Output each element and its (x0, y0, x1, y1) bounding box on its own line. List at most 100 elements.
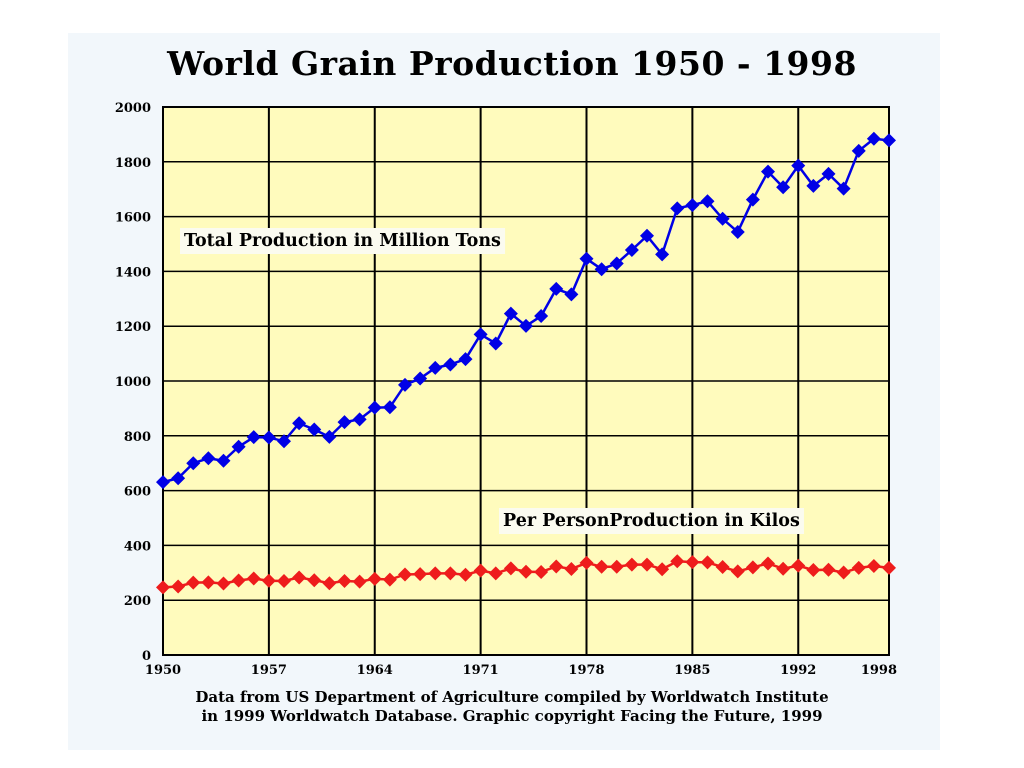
series-labels: Total Production in Million Tons Per Pers… (180, 228, 804, 534)
series-label-text: Per PersonProduction in Kilos (503, 511, 800, 531)
footnote: Data from US Department of Agriculture c… (0, 688, 1024, 726)
y-tick-label: 1400 (115, 265, 151, 280)
data-point (866, 558, 881, 573)
footnote-line-1: Data from US Department of Agriculture c… (195, 688, 829, 706)
data-point (216, 453, 231, 468)
data-point (821, 562, 836, 577)
y-axis-ticks: 0 200 400 600 800 1000 1200 1400 1600 1800 2000 (115, 101, 151, 664)
data-point (458, 352, 473, 367)
data-point (730, 564, 745, 579)
data-point (292, 416, 307, 431)
data-point (534, 309, 549, 324)
data-point (246, 430, 261, 445)
data-point (655, 247, 670, 262)
data-point (186, 456, 201, 471)
data-point (836, 565, 851, 580)
data-point (201, 575, 216, 590)
data-point (806, 563, 821, 578)
data-point (171, 579, 186, 594)
data-point (519, 318, 533, 333)
data-point (428, 566, 443, 581)
y-tick-label: 800 (124, 430, 151, 445)
y-tick-label: 0 (142, 649, 151, 664)
data-point (519, 564, 533, 579)
data-point (443, 357, 458, 372)
data-point (382, 572, 397, 587)
data-point (398, 567, 412, 582)
series-label-background (499, 508, 804, 534)
data-point (594, 262, 609, 277)
data-point (715, 211, 730, 226)
x-tick-label: 1950 (145, 663, 181, 678)
data-point (564, 287, 579, 302)
data-point (791, 558, 806, 573)
data-point (398, 377, 412, 392)
data-point (670, 554, 685, 569)
y-tick-label: 400 (124, 539, 151, 554)
data-point (473, 563, 488, 578)
data-point (367, 571, 382, 586)
data-point (367, 400, 382, 415)
data-point (549, 559, 564, 574)
data-point (761, 164, 775, 179)
data-point (503, 561, 518, 576)
data-point (836, 181, 851, 196)
data-point (292, 570, 307, 585)
data-point (428, 360, 443, 375)
y-tick-label: 200 (124, 594, 151, 609)
data-point (851, 560, 866, 575)
data-point (745, 192, 760, 207)
data-point (882, 560, 896, 575)
x-axis-ticks: 1950 1957 1964 1971 1978 1985 1992 1998 (145, 663, 897, 678)
data-point (564, 561, 579, 576)
data-point (640, 557, 654, 572)
data-point (231, 439, 246, 454)
series-layer (156, 131, 896, 595)
data-point (458, 567, 473, 582)
x-tick-label: 1985 (674, 663, 710, 678)
data-point (624, 557, 639, 572)
data-point (488, 336, 503, 351)
x-tick-label: 1971 (463, 663, 499, 678)
y-tick-label: 600 (124, 485, 151, 500)
series-label-2: Per PersonProduction in Kilos (499, 508, 804, 534)
data-point (246, 571, 261, 586)
data-point (261, 573, 276, 588)
data-point (579, 251, 594, 266)
data-point (322, 429, 337, 444)
data-point (231, 573, 246, 588)
data-point (549, 281, 564, 296)
data-point (277, 434, 291, 449)
data-point (882, 133, 896, 148)
series-label-text: Total Production in Million Tons (184, 231, 501, 251)
data-point (534, 564, 549, 579)
data-point (609, 256, 624, 271)
x-tick-label: 1957 (251, 663, 287, 678)
data-point (382, 400, 397, 415)
data-point (821, 166, 836, 181)
series-2 (156, 554, 896, 595)
data-point (171, 471, 186, 486)
data-point (730, 224, 745, 239)
series-label-background (180, 228, 506, 254)
data-point (670, 201, 685, 216)
data-point (413, 567, 428, 582)
data-point (337, 415, 352, 430)
data-point (352, 574, 367, 589)
data-point (337, 574, 352, 589)
data-point (685, 198, 700, 213)
data-point (655, 562, 670, 577)
data-point (261, 430, 276, 445)
data-point (806, 178, 821, 193)
footnote-line-2: in 1999 Worldwatch Database. Graphic cop… (201, 707, 823, 725)
data-point (201, 451, 216, 466)
data-point (866, 131, 881, 146)
data-point (413, 371, 428, 386)
data-point (791, 158, 806, 173)
data-point (307, 573, 322, 588)
series-1 (156, 131, 896, 490)
data-point (700, 555, 715, 570)
y-tick-label: 1200 (115, 320, 151, 335)
x-tick-label: 1978 (568, 663, 604, 678)
data-point (745, 560, 760, 575)
